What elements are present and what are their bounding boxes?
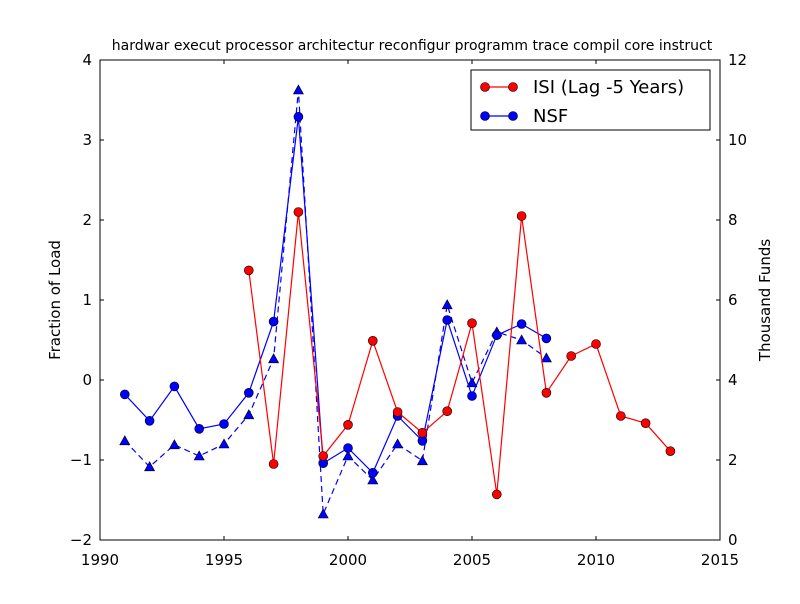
data-point-isi-lag-5-years bbox=[640, 418, 651, 429]
y-tick-label-left: 2 bbox=[82, 211, 92, 229]
series-nsf bbox=[120, 112, 552, 478]
data-point-nsf-funds bbox=[193, 450, 205, 461]
legend-label: NSF bbox=[533, 106, 568, 127]
data-point-nsf bbox=[268, 316, 279, 327]
data-point-isi-lag-5-years bbox=[392, 407, 403, 417]
legend-marker bbox=[480, 82, 490, 92]
data-point-nsf bbox=[516, 319, 527, 329]
data-point-nsf-funds bbox=[144, 461, 156, 472]
data-point-isi-lag-5-years bbox=[343, 419, 353, 430]
data-point-isi-lag-5-years bbox=[417, 427, 428, 438]
data-point-isi-lag-5-years bbox=[541, 387, 552, 398]
x-tick-label: 2005 bbox=[453, 551, 491, 569]
data-point-nsf bbox=[491, 330, 502, 341]
y-axis-label-left: Fraction of Load bbox=[46, 240, 64, 360]
legend-marker bbox=[508, 82, 518, 92]
legend-marker bbox=[508, 111, 518, 121]
y-tick-label-left: 4 bbox=[82, 51, 92, 69]
legend-marker bbox=[480, 111, 490, 121]
series-line-nsf bbox=[124, 116, 547, 474]
data-point-nsf-funds bbox=[441, 299, 453, 310]
y-tick-label-left: −1 bbox=[70, 451, 92, 469]
data-point-isi-lag-5-years bbox=[268, 459, 279, 469]
data-point-nsf bbox=[194, 423, 204, 434]
y-tick-label-left: 1 bbox=[82, 291, 92, 309]
x-tick-label: 1990 bbox=[81, 551, 119, 569]
data-point-nsf bbox=[541, 333, 552, 344]
data-point-nsf-funds bbox=[342, 450, 354, 461]
x-tick-label: 2000 bbox=[329, 551, 367, 569]
data-point-isi-lag-5-years bbox=[491, 489, 502, 500]
data-point-isi-lag-5-years bbox=[293, 207, 304, 217]
plot-marks bbox=[119, 84, 676, 519]
y-tick-label-left: 3 bbox=[82, 131, 92, 149]
x-tick-label: 2015 bbox=[701, 551, 739, 569]
chart-title: hardwar execut processor architectur rec… bbox=[112, 38, 713, 54]
y-tick-label-right: 0 bbox=[728, 531, 738, 549]
data-point-isi-lag-5-years bbox=[318, 451, 329, 461]
data-point-nsf bbox=[343, 443, 353, 453]
y-tick-label-right: 6 bbox=[728, 291, 738, 309]
data-point-isi-lag-5-years bbox=[244, 265, 254, 276]
data-point-nsf bbox=[367, 467, 378, 478]
y-tick-label-left: 0 bbox=[82, 371, 92, 389]
x-tick-label: 2010 bbox=[577, 551, 615, 569]
data-point-isi-lag-5-years bbox=[367, 335, 378, 346]
legend: ISI (Lag -5 Years) NSF bbox=[470, 69, 711, 131]
data-point-nsf-funds bbox=[268, 353, 280, 364]
data-point-isi-lag-5-years bbox=[665, 446, 676, 457]
x-tick-label: 1995 bbox=[205, 551, 243, 569]
data-point-nsf-funds bbox=[218, 438, 230, 449]
data-point-isi-lag-5-years bbox=[566, 351, 577, 361]
data-point-nsf-funds bbox=[392, 438, 404, 449]
axis-ticks: 1990 1995 2000 2005 2010 2015−2−1012340246810… bbox=[70, 51, 747, 569]
series-line-isi-lag-5-years bbox=[248, 211, 671, 495]
data-point-nsf bbox=[120, 389, 130, 400]
data-point-nsf bbox=[442, 315, 453, 325]
data-point-nsf-funds bbox=[516, 334, 528, 345]
y-tick-label-right: 8 bbox=[728, 211, 738, 229]
data-point-isi-lag-5-years bbox=[442, 406, 453, 417]
data-point-nsf bbox=[144, 415, 155, 426]
legend-label: ISI (Lag -5 Years) bbox=[533, 77, 684, 98]
data-point-nsf bbox=[417, 435, 428, 446]
data-point-nsf-funds bbox=[119, 435, 131, 446]
data-point-nsf-funds bbox=[466, 377, 478, 388]
y-tick-label-right: 2 bbox=[728, 451, 738, 469]
data-point-nsf-funds bbox=[416, 455, 428, 466]
data-point-isi-lag-5-years bbox=[591, 339, 601, 349]
data-point-nsf-funds bbox=[540, 352, 552, 363]
data-point-isi-lag-5-years bbox=[467, 318, 477, 329]
series-isi-lag-5-years bbox=[244, 207, 676, 500]
y-tick-label-right: 12 bbox=[728, 51, 747, 69]
data-point-isi-lag-5-years bbox=[516, 211, 527, 221]
data-point-nsf-funds bbox=[317, 508, 329, 519]
y-tick-label-left: −2 bbox=[70, 531, 92, 549]
series-nsf-funds bbox=[119, 84, 552, 519]
data-point-nsf bbox=[169, 381, 180, 392]
data-point-isi-lag-5-years bbox=[615, 411, 626, 421]
y-tick-label-right: 10 bbox=[728, 131, 747, 149]
data-point-nsf-funds bbox=[292, 84, 304, 95]
data-point-nsf bbox=[467, 391, 477, 401]
data-point-nsf-funds bbox=[168, 439, 180, 450]
data-point-nsf bbox=[219, 419, 229, 429]
data-point-nsf-funds bbox=[367, 474, 379, 485]
data-point-nsf bbox=[244, 387, 254, 398]
y-axis-label-right: Thousand Funds bbox=[756, 239, 774, 362]
series-line-nsf-funds bbox=[124, 89, 547, 515]
data-point-nsf-funds bbox=[243, 409, 255, 420]
y-tick-label-right: 4 bbox=[728, 371, 738, 389]
data-point-nsf bbox=[293, 112, 304, 122]
